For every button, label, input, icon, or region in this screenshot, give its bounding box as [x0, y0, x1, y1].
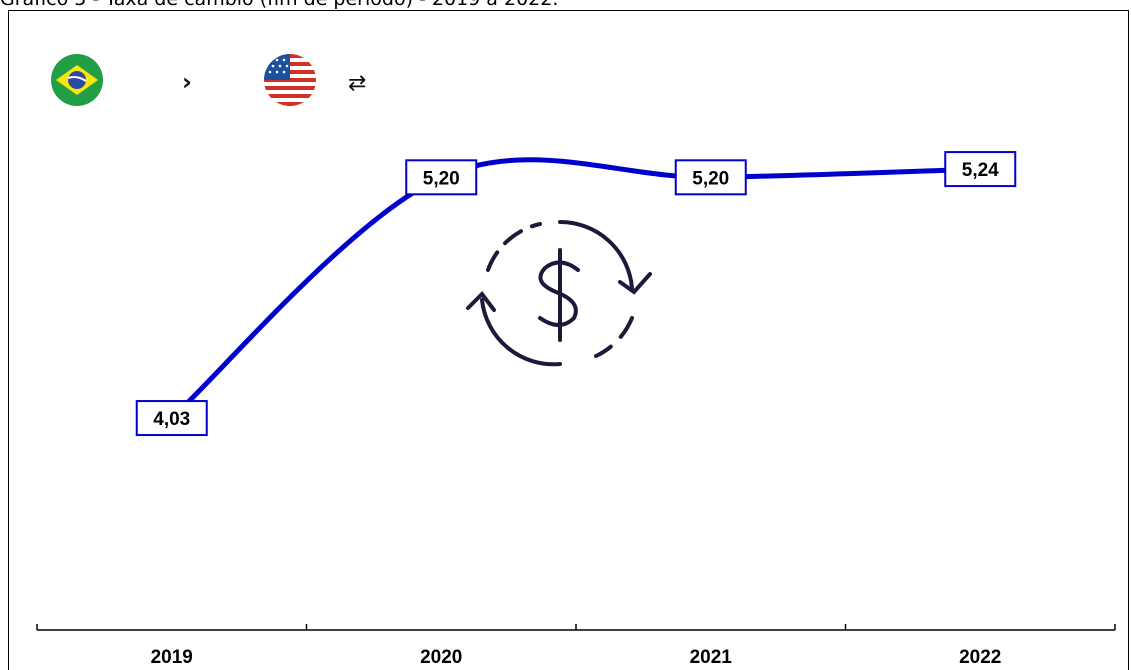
data-point — [135, 400, 208, 437]
data-label-text: 5,24 — [962, 160, 999, 181]
swap-icon: ⇄ — [348, 71, 366, 96]
chart-title: Gráfico 5 - Taxa de câmbio (fim de perío… — [0, 0, 558, 10]
x-axis — [36, 624, 1116, 631]
data-point — [405, 159, 478, 196]
x-tick-label: 2022 — [959, 647, 1001, 667]
data-label: 5,20 — [674, 159, 747, 196]
brazil-flag-icon — [51, 54, 103, 106]
chart-frame — [8, 10, 1129, 670]
data-label-text: 5,20 — [423, 168, 460, 189]
chevron-right-icon: › — [182, 68, 192, 96]
data-label: 5,24 — [944, 151, 1017, 188]
data-label-text: 4,03 — [153, 409, 190, 430]
x-tick-label: 2019 — [151, 647, 193, 667]
x-tick-label: 2020 — [420, 647, 462, 667]
usa-flag-icon — [264, 54, 316, 106]
data-label: 5,20 — [405, 159, 478, 196]
data-label: 4,03 — [135, 400, 208, 437]
data-label-text: 5,20 — [692, 168, 729, 189]
data-point — [674, 159, 747, 196]
series-line — [169, 157, 983, 421]
x-tick-label: 2021 — [690, 647, 733, 667]
dollar-exchange-icon — [466, 219, 652, 367]
data-point — [944, 151, 1017, 188]
